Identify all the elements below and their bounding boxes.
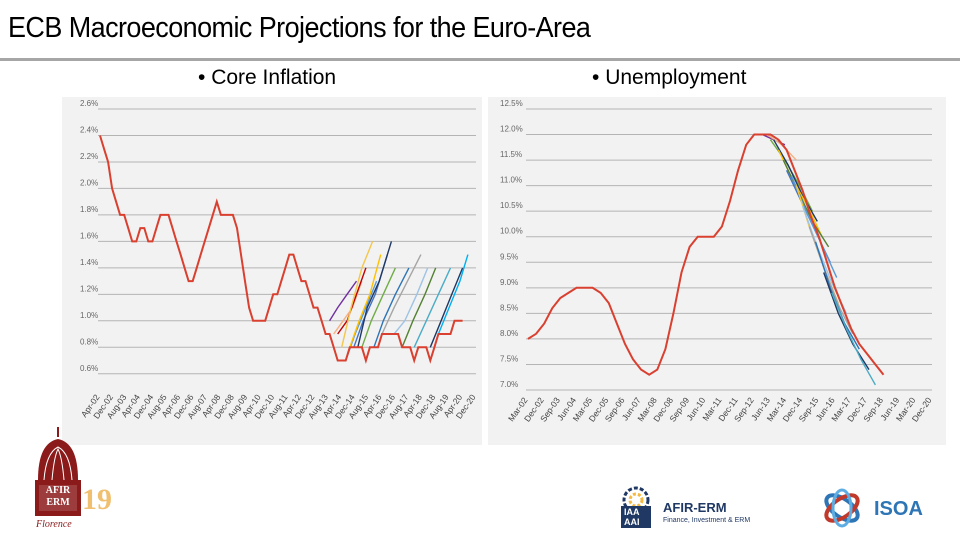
afir-logo-year: 19 (82, 483, 112, 516)
projection-line (349, 254, 382, 348)
y-tick-label: 11.5% (500, 150, 522, 159)
iaa-afir-erm-logo: IAA AAI AFIR-ERM Finance, Investment & E… (615, 486, 795, 530)
bullet-glyph: • (198, 66, 206, 89)
projection-line (401, 267, 437, 348)
unemployment-chart: 7.0% 7.5% 8.0% 8.5% 9.0% 9.5% 10.0% 10.5% 11.0% 1… (488, 97, 946, 445)
bullet-glyph: • (592, 66, 600, 89)
unemployment-chart-svg: 7.0% 7.5% 8.0% 8.5% 9.0% 9.5% 10.0% 10.5% 11.0% 1… (488, 97, 946, 445)
projection-line (429, 267, 464, 348)
iaa-subtitle: Finance, Investment & ERM (663, 517, 751, 524)
y-tick-label: 12.5% (500, 99, 523, 108)
iaa-name: AFIR-ERM (663, 500, 727, 515)
y-tick-label: 9.0% (500, 278, 518, 287)
projection-line (381, 254, 422, 335)
y-tick-label: 1.2% (80, 284, 98, 293)
iaa-globe-icon (621, 486, 651, 528)
afir-logo-text: AFIR ERM (45, 485, 71, 508)
y-tick-label: 12.0% (500, 125, 523, 134)
chart-background (62, 97, 482, 445)
isoa-logo: ISOA (818, 486, 928, 530)
y-tick-label: 8.5% (500, 303, 518, 312)
actual-series-line (99, 135, 463, 364)
projection-line (772, 139, 818, 222)
y-tick-label: 0.6% (80, 364, 98, 373)
projection-line (823, 272, 870, 370)
page-title: ECB Macroeconomic Projections for the Eu… (8, 12, 591, 44)
y-tick-label: 10.0% (500, 227, 523, 236)
actual-series-line (527, 133, 885, 376)
projection-line (393, 267, 429, 335)
iaa-badge-bottom: AAI (624, 517, 640, 527)
projection-line (357, 241, 393, 348)
y-tick-label: 7.5% (500, 354, 518, 363)
title-divider (0, 58, 960, 61)
y-tick-label: 11.0% (500, 176, 522, 185)
y-tick-label: 7.0% (500, 380, 518, 389)
afir-erm-logo: AFIR ERM 19 Florence (30, 425, 112, 535)
y-tick-label: 1.0% (80, 311, 98, 320)
y-tick-label: 10.5% (500, 201, 523, 210)
projection-line (341, 241, 374, 348)
isoa-rings-icon (824, 488, 860, 528)
projection-line (437, 254, 469, 335)
y-tick-label: 2.2% (80, 152, 98, 161)
y-tick-label: 2.4% (80, 125, 98, 134)
core-inflation-heading: • Core Inflation (198, 66, 336, 90)
y-tick-label: 0.8% (80, 337, 98, 346)
iaa-badge-top: IAA (624, 507, 640, 517)
unemployment-heading: • Unemployment (592, 66, 746, 90)
y-tick-label: 1.8% (80, 205, 98, 214)
projection-line (373, 267, 410, 348)
afir-dome-icon (35, 427, 81, 516)
projection-line (831, 292, 877, 386)
y-tick-label: 1.6% (80, 231, 98, 240)
y-tick-label: 8.0% (500, 329, 518, 338)
y-tick-label: 2.6% (80, 99, 98, 108)
projection-line (361, 267, 397, 348)
projection-line (808, 226, 854, 335)
core-inflation-chart: 0.6% 0.8% 1.0% 1.2% 1.4% 1.6% 1.8% 2.0% 2.2% 2.4%… (62, 97, 482, 445)
projection-line (782, 159, 830, 248)
projection-line (329, 280, 358, 322)
y-tick-label: 1.4% (80, 258, 98, 267)
y-tick-label: 9.5% (500, 252, 518, 261)
core-inflation-label: Core Inflation (211, 66, 337, 89)
core-inflation-chart-svg: 0.6% 0.8% 1.0% 1.2% 1.4% 1.6% 1.8% 2.0% 2.2% 2.4%… (62, 97, 482, 445)
unemployment-label: Unemployment (605, 66, 747, 89)
y-tick-label: 2.0% (80, 178, 98, 187)
isoa-name: ISOA (874, 498, 923, 520)
chart-background (488, 97, 946, 445)
projection-line (413, 267, 452, 348)
afir-logo-city: Florence (36, 519, 72, 530)
